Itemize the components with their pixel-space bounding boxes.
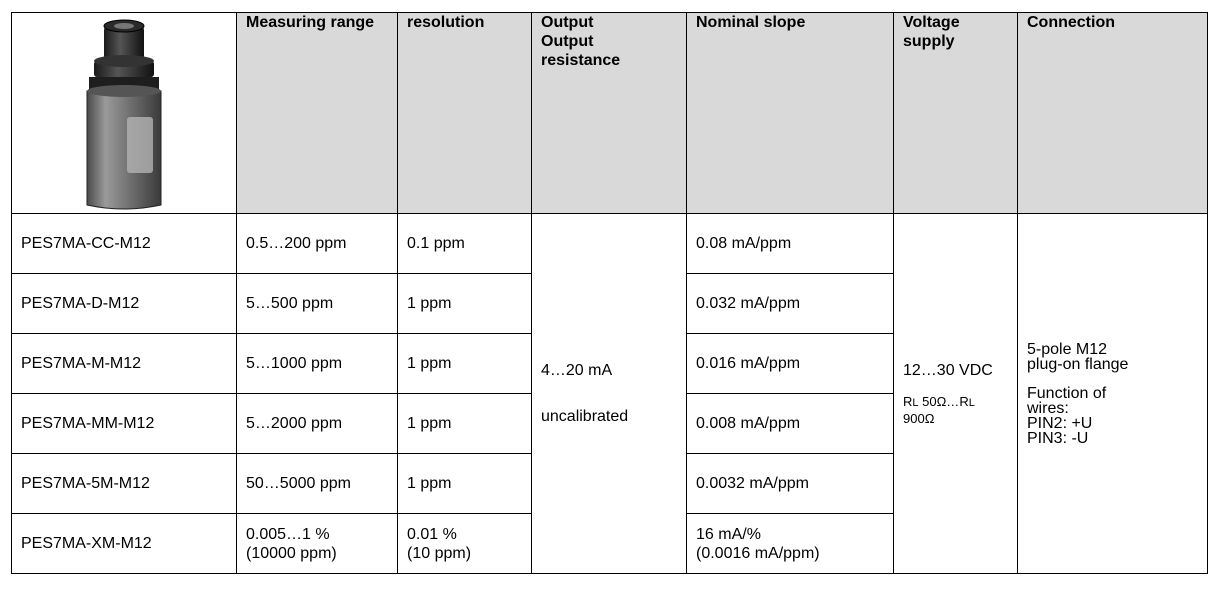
product-image-cell [11,12,237,214]
resolution-cell: 0.1 ppm [397,213,532,274]
table-row: PES7MA-5M-M12 50…5000 ppm 1 ppm 0.0032 m… [11,453,1208,514]
resolution-cell: 1 ppm [397,453,532,514]
range-cell: 0.005…1 % (10000 ppm) [236,513,398,574]
model-cell: PES7MA-M-M12 [11,333,237,394]
header-output-line1: Output [541,14,594,31]
connection-line3: Function of [1027,384,1107,402]
connection-line6: PIN3: -U [1027,429,1089,447]
table-row: PES7MA-D-M12 5…500 ppm 1 ppm 0.032 mA/pp… [11,273,1208,334]
slope-cell: 0.016 mA/ppm [686,333,894,394]
range-cell: 5…500 ppm [236,273,398,334]
range-cell: 0.5…200 ppm [236,213,398,274]
connection-cell: 5-pole M12 plug-on flange Function of wi… [1017,213,1208,574]
model-cell: PES7MA-D-M12 [11,273,237,334]
sensor-device-image [86,19,162,210]
range-cell: 50…5000 ppm [236,453,398,514]
table-row: PES7MA-XM-M12 0.005…1 % (10000 ppm) 0.01… [11,513,1208,574]
table-row: PES7MA-CC-M12 0.5…200 ppm 0.1 ppm 4…20 m… [11,213,1208,574]
slope-cell: 0.0032 mA/ppm [686,453,894,514]
connection-line2: plug-on flange [1027,355,1129,373]
connection-line4: wires: [1027,399,1069,417]
connection-line1: 5-pole M12 [1027,340,1108,358]
header-row: Measuring range resolution Output Output… [11,12,1208,214]
header-voltage-supply: Voltage supply [893,12,1018,214]
output-value: 4…20 mA [541,362,613,379]
slope-cell: 0.008 mA/ppm [686,393,894,454]
resolution-cell: 1 ppm [397,393,532,454]
connection-line5: PIN2: +U [1027,414,1093,432]
header-nominal-slope: Nominal slope [686,12,894,214]
model-cell: PES7MA-5M-M12 [11,453,237,514]
output-note: uncalibrated [541,408,629,425]
resolution-cell: 0.01 % (10 ppm) [397,513,532,574]
output-cell: 4…20 mA uncalibrated [531,213,687,574]
model-cell: PES7MA-CC-M12 [11,213,237,274]
header-resolution: resolution [397,12,532,214]
header-output: Output Output resistance [531,12,687,214]
slope-cell: 16 mA/% (0.0016 mA/ppm) [686,513,894,574]
range-cell: 5…1000 ppm [236,333,398,394]
voltage-value: 12…30 VDC [903,362,993,379]
model-cell: PES7MA-MM-M12 [11,393,237,454]
resolution-cell: 1 ppm [397,273,532,334]
spec-table: Measuring range resolution Output Output… [11,12,1208,574]
slope-cell: 0.08 mA/ppm [686,213,894,274]
header-output-line2: Output resistance [541,33,621,69]
range-cell: 5…2000 ppm [236,393,398,454]
header-measuring-range: Measuring range [236,12,398,214]
header-connection: Connection [1017,12,1208,214]
slope-cell: 0.032 mA/ppm [686,273,894,334]
table-row: PES7MA-MM-M12 5…2000 ppm 1 ppm 0.008 mA/… [11,393,1208,454]
load-resistance: RL 50Ω…RL 900Ω [903,394,975,426]
resolution-cell: 1 ppm [397,333,532,394]
model-cell: PES7MA-XM-M12 [11,513,237,574]
voltage-cell: 12…30 VDC RL 50Ω…RL 900Ω [893,213,1018,574]
